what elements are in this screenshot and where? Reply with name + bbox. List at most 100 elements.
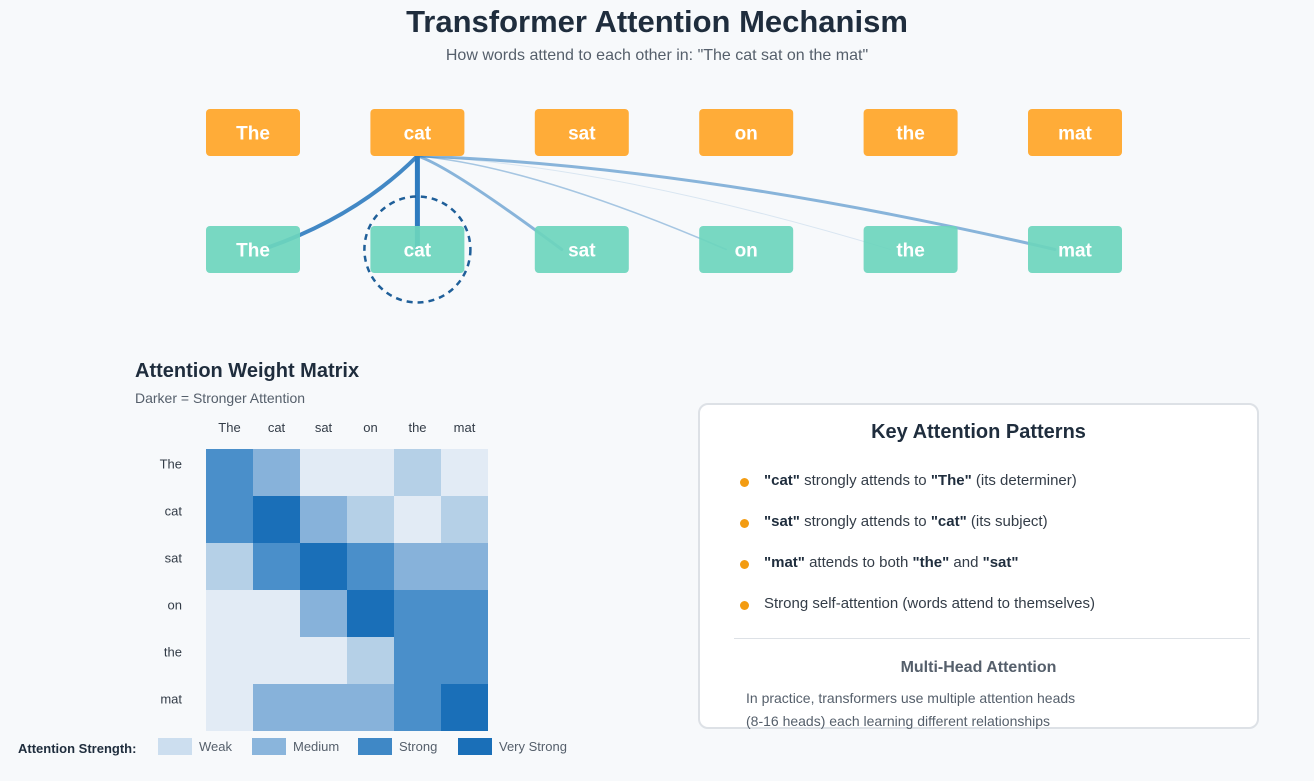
matrix-title: Attention Weight Matrix xyxy=(135,360,360,382)
key-word-label: on xyxy=(735,241,758,262)
matrix-cell xyxy=(347,590,394,637)
legend-label-medium: Medium xyxy=(293,739,340,754)
query-word-label: The xyxy=(236,124,270,145)
key-patterns-panel: Key Attention Patterns "cat" strongly at… xyxy=(698,403,1259,729)
matrix-cell xyxy=(206,684,253,731)
matrix-cell xyxy=(441,543,488,590)
matrix-cell xyxy=(347,496,394,543)
query-row: The cat sat on the mat xyxy=(206,109,1122,156)
query-word-box xyxy=(206,109,300,156)
query-word-box xyxy=(863,109,958,156)
matrix-cell xyxy=(206,543,253,590)
matrix-cell xyxy=(253,590,300,637)
matrix-column-label: mat xyxy=(454,420,476,435)
legend-label-weak: Weak xyxy=(199,739,232,754)
matrix-cell xyxy=(253,449,300,496)
key-word-label: the xyxy=(896,241,925,262)
pattern-text: Strong self-attention (words attend to t… xyxy=(764,595,1095,612)
matrix-cell xyxy=(206,637,253,684)
pattern-text: "mat" attends to both "the" and "sat" xyxy=(764,554,1019,571)
matrix-cell xyxy=(206,449,253,496)
matrix-row-label: sat xyxy=(165,551,183,566)
matrix-cell xyxy=(441,590,488,637)
matrix-cell xyxy=(253,637,300,684)
key-word-box xyxy=(370,226,465,273)
matrix-cell xyxy=(206,590,253,637)
page-subtitle: How words attend to each other in: "The … xyxy=(445,47,869,64)
key-word-box xyxy=(699,226,794,273)
key-word-box xyxy=(863,226,958,273)
legend-label-strong: Strong xyxy=(399,739,438,754)
attention-line-on xyxy=(416,155,727,251)
matrix-cell xyxy=(394,543,441,590)
matrix-cell xyxy=(300,637,347,684)
key-word-box xyxy=(534,226,629,273)
bullet-dot-icon xyxy=(740,519,749,528)
query-word-label: mat xyxy=(1058,124,1092,145)
multihead-line: In practice, transformers use multiple a… xyxy=(746,690,1076,706)
matrix-cell xyxy=(347,543,394,590)
legend-swatch-medium xyxy=(252,738,286,755)
pattern-text: "cat" strongly attends to "The" (its det… xyxy=(764,472,1077,489)
matrix-column-label: sat xyxy=(315,420,333,435)
matrix-cell xyxy=(300,496,347,543)
multihead-line: (8-16 heads) each learning different rel… xyxy=(746,713,1051,729)
matrix-row-label: cat xyxy=(165,504,183,519)
self-attention-highlight xyxy=(363,195,472,304)
query-word-box xyxy=(699,109,794,156)
matrix-row-label: on xyxy=(168,598,182,613)
matrix-cell xyxy=(300,543,347,590)
matrix-row-label: The xyxy=(160,457,182,472)
legend-swatch-very-strong xyxy=(458,738,492,755)
panel-title: Key Attention Patterns xyxy=(871,421,1086,443)
bullet-dot-icon xyxy=(740,560,749,569)
matrix-cell xyxy=(394,684,441,731)
query-word-box xyxy=(370,109,465,156)
attention-matrix: The cat sat on the mat The cat sat on the mat xyxy=(160,420,488,731)
page-title: Transformer Attention Mechanism xyxy=(406,4,908,39)
panel-divider xyxy=(734,638,1250,639)
query-word-label: sat xyxy=(568,124,596,145)
query-word-label: the xyxy=(896,124,925,145)
bullet-dot-icon xyxy=(740,478,749,487)
matrix-column-label: on xyxy=(363,420,377,435)
matrix-subtitle: Darker = Stronger Attention xyxy=(135,390,306,406)
legend-swatch-weak xyxy=(158,738,192,755)
attention-diagram: The cat sat on the mat The cat sat on the mat xyxy=(206,109,1122,304)
matrix-cell xyxy=(347,449,394,496)
key-word-label: cat xyxy=(404,241,432,262)
key-word-box xyxy=(1028,226,1122,273)
key-word-label: sat xyxy=(568,241,596,262)
matrix-column-label: The xyxy=(218,420,240,435)
matrix-cell xyxy=(394,496,441,543)
pattern-text: "sat" strongly attends to "cat" (its sub… xyxy=(764,513,1048,530)
focus-layer xyxy=(363,195,472,304)
matrix-cell xyxy=(441,496,488,543)
key-row: The cat sat on the mat xyxy=(206,226,1122,273)
matrix-cell xyxy=(441,637,488,684)
matrix-row-label: the xyxy=(164,645,182,660)
matrix-cell xyxy=(394,637,441,684)
legend-label-very-strong: Very Strong xyxy=(499,739,567,754)
matrix-cell xyxy=(253,543,300,590)
query-word-label: on xyxy=(735,124,758,145)
matrix-cell xyxy=(300,684,347,731)
matrix-row-label: mat xyxy=(160,692,182,707)
key-word-label: The xyxy=(236,241,270,262)
matrix-cell xyxy=(347,684,394,731)
key-word-label: mat xyxy=(1058,241,1092,262)
matrix-cell xyxy=(253,496,300,543)
key-word-box xyxy=(206,226,300,273)
matrix-cell xyxy=(394,590,441,637)
multihead-title: Multi-Head Attention xyxy=(900,659,1057,676)
matrix-cell xyxy=(394,449,441,496)
matrix-cell xyxy=(441,449,488,496)
query-word-box xyxy=(534,109,629,156)
bullet-dot-icon xyxy=(740,601,749,610)
matrix-cell xyxy=(253,684,300,731)
legend-swatch-strong xyxy=(358,738,392,755)
matrix-column-label: cat xyxy=(268,420,286,435)
query-word-box xyxy=(1028,109,1122,156)
matrix-cell xyxy=(300,449,347,496)
legend-title: Attention Strength: xyxy=(18,741,137,756)
